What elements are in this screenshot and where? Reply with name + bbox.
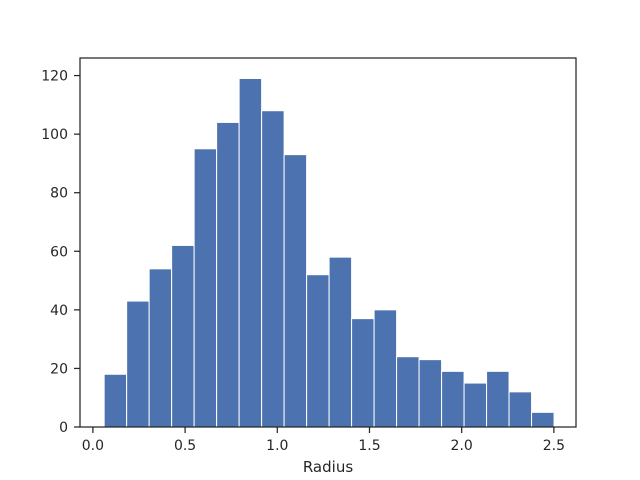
histogram-bar xyxy=(486,370,510,428)
histogram-bar xyxy=(216,121,240,428)
histogram-bar xyxy=(148,268,173,428)
histogram-bar xyxy=(238,78,263,428)
y-tick-label: 20 xyxy=(50,361,68,377)
y-axis: 0 20 40 60 80 100 120 xyxy=(41,69,80,436)
histogram-bar xyxy=(463,382,488,428)
x-tick-label: 1.5 xyxy=(358,438,380,454)
histogram-bar xyxy=(396,356,420,428)
histogram-bar xyxy=(103,373,128,428)
x-tick-label: 2.5 xyxy=(543,438,565,454)
histogram-bar xyxy=(193,148,218,428)
bars-group xyxy=(103,78,555,428)
histogram-bar xyxy=(328,256,353,428)
histogram-bar xyxy=(283,154,308,428)
histogram-bar xyxy=(351,318,375,428)
plot-frame xyxy=(79,57,577,428)
histogram-bar xyxy=(508,391,533,428)
histogram-bar xyxy=(531,411,555,428)
histogram-bar xyxy=(373,309,398,428)
histogram-bar xyxy=(441,370,465,428)
y-tick-label: 100 xyxy=(41,127,68,143)
y-tick-label: 80 xyxy=(50,186,68,202)
histogram-bar xyxy=(418,359,443,428)
histogram-bar xyxy=(171,244,195,428)
histogram-bar xyxy=(126,300,150,428)
x-tick-label: 2.0 xyxy=(451,438,473,454)
y-tick-label: 40 xyxy=(50,303,68,319)
histogram-bar xyxy=(261,110,285,428)
x-axis-label: Radius xyxy=(303,458,353,476)
y-tick-label: 120 xyxy=(41,69,68,85)
histogram-bar xyxy=(306,274,330,428)
x-axis: 0.0 0.5 1.0 1.5 2.0 2.5 xyxy=(82,427,565,454)
x-tick-label: 1.0 xyxy=(266,438,288,454)
y-tick-label: 0 xyxy=(59,420,68,436)
x-tick-label: 0.5 xyxy=(174,438,196,454)
y-tick-label: 60 xyxy=(50,244,68,260)
x-tick-label: 0.0 xyxy=(82,438,104,454)
